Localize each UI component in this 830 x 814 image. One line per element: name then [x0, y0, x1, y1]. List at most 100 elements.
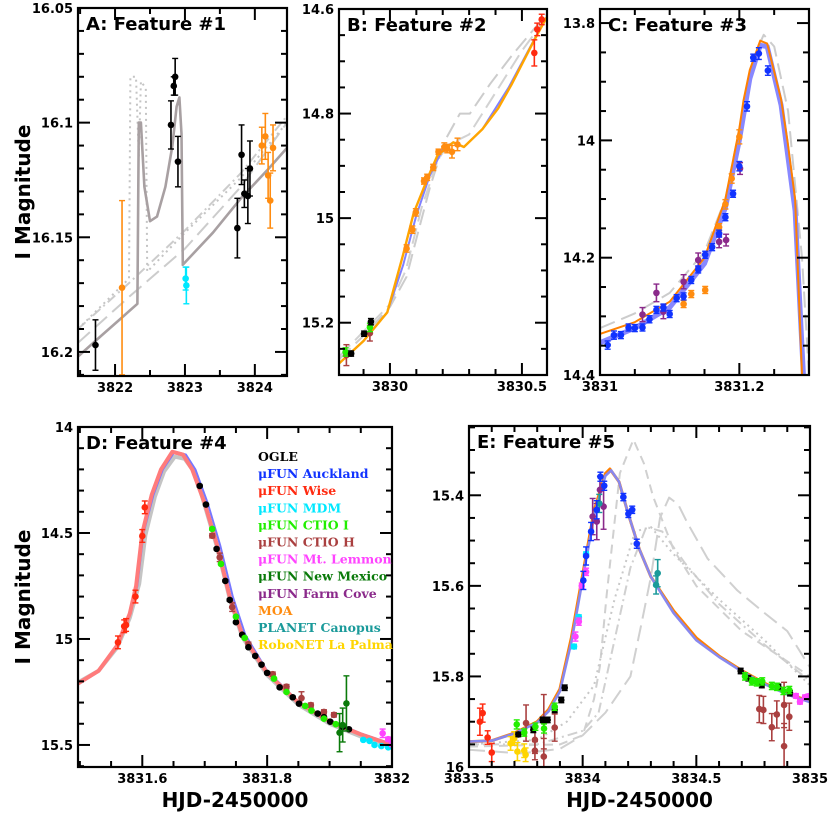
series-fun-new-mexico: [336, 675, 350, 753]
series-fun-ctio-h: [522, 681, 793, 767]
data-point: [301, 702, 309, 710]
model-curve-dashdot: [78, 115, 287, 330]
x-tick-label: 3831.8: [242, 772, 292, 787]
data-point: [610, 331, 618, 339]
data-point: [722, 213, 729, 221]
y-tick-label: 14.6: [302, 3, 334, 18]
data-point: [639, 311, 646, 318]
series-ogle: [92, 57, 254, 371]
data-points: [114, 482, 392, 753]
y-tick-label: 16: [446, 761, 464, 776]
data-point: [760, 706, 767, 714]
data-point: [251, 652, 259, 660]
data-point: [342, 348, 349, 356]
data-point: [595, 500, 603, 507]
panel-title: D: Feature #4: [86, 433, 227, 454]
y-tick-label: 16.2: [41, 346, 73, 361]
data-point: [488, 749, 496, 756]
x-tick-label: 3833.5: [444, 772, 494, 787]
data-point: [196, 482, 204, 490]
data-point: [167, 121, 175, 129]
data-point: [118, 284, 126, 292]
data-point: [708, 243, 716, 251]
data-point: [572, 633, 579, 640]
series-ogle: [515, 667, 794, 738]
series-fun-ctio-i: [208, 525, 340, 728]
data-point: [245, 643, 252, 651]
data-point: [409, 226, 416, 233]
data-point: [276, 683, 283, 691]
panel-a: 3822 3823 3824 16.05 16.1 16.15 16.2 A: Feature…: [11, 2, 289, 396]
data-point: [246, 165, 254, 172]
y-tick-label: 14.8: [302, 108, 334, 123]
data-point: [217, 560, 225, 568]
data-point: [258, 661, 265, 668]
data-point: [263, 669, 271, 677]
data-point: [366, 324, 374, 331]
data-point: [786, 713, 793, 721]
series-fun-auckland: [604, 47, 772, 350]
data-point: [544, 716, 551, 724]
data-point: [805, 693, 810, 700]
data-point: [532, 723, 539, 730]
data-point: [722, 201, 729, 208]
data-point: [269, 144, 277, 152]
data-point: [653, 306, 660, 314]
y-tick-label: 15.8: [432, 670, 464, 685]
data-point: [570, 643, 578, 650]
x-tick-label: 3831.2: [714, 380, 764, 395]
data-point: [228, 603, 236, 611]
data-point: [792, 692, 800, 700]
data-point: [660, 304, 667, 311]
data-point: [171, 73, 179, 81]
y-tick-label: 14.5: [41, 527, 73, 542]
data-point: [743, 103, 751, 110]
data-point: [484, 734, 491, 741]
data-point: [604, 341, 611, 349]
model-curve-solid: [339, 16, 547, 365]
data-point: [741, 673, 749, 680]
data-point: [347, 350, 355, 357]
data-point: [625, 324, 632, 331]
data-points: [342, 13, 546, 367]
data-point: [531, 49, 538, 57]
data-point: [531, 747, 539, 754]
legend-entry: MOA: [258, 603, 293, 618]
data-point: [339, 721, 346, 729]
data-point: [620, 493, 627, 501]
data-point: [596, 486, 604, 494]
model-curve-longdash: [339, 16, 547, 358]
data-point: [241, 634, 248, 642]
data-point: [262, 133, 269, 140]
data-point: [298, 694, 305, 702]
ticks: [599, 9, 810, 376]
data-point: [582, 552, 590, 560]
model-curves: [78, 75, 287, 358]
data-point: [694, 256, 702, 264]
model-curve-dashed: [469, 438, 810, 748]
data-point: [435, 148, 442, 156]
data-point: [722, 236, 730, 244]
series-fun-ctio-i: [342, 322, 374, 357]
data-point: [631, 324, 639, 332]
model-curve-longdash: [469, 496, 810, 755]
y-tick-label: 16.05: [32, 2, 73, 17]
legend-entry: μFUN Mt. Lemmon: [258, 552, 392, 567]
data-point: [336, 729, 343, 736]
model-curve-solid: [339, 16, 547, 365]
data-point: [238, 151, 245, 159]
data-point: [597, 473, 604, 481]
x-tick-label: 3830: [372, 380, 408, 395]
series-fun-mdm: [182, 266, 190, 305]
data-point: [320, 715, 328, 722]
legend-entry: μFUN Farm Cove: [258, 586, 377, 601]
series-ogle: [347, 317, 375, 357]
data-point: [522, 719, 530, 727]
data-point: [522, 751, 529, 759]
data-point: [270, 675, 278, 682]
legend-entry: μFUN Wise: [258, 483, 336, 498]
data-point: [533, 26, 541, 33]
y-axis-label: I Magnitude: [11, 125, 35, 260]
data-point: [216, 554, 224, 561]
